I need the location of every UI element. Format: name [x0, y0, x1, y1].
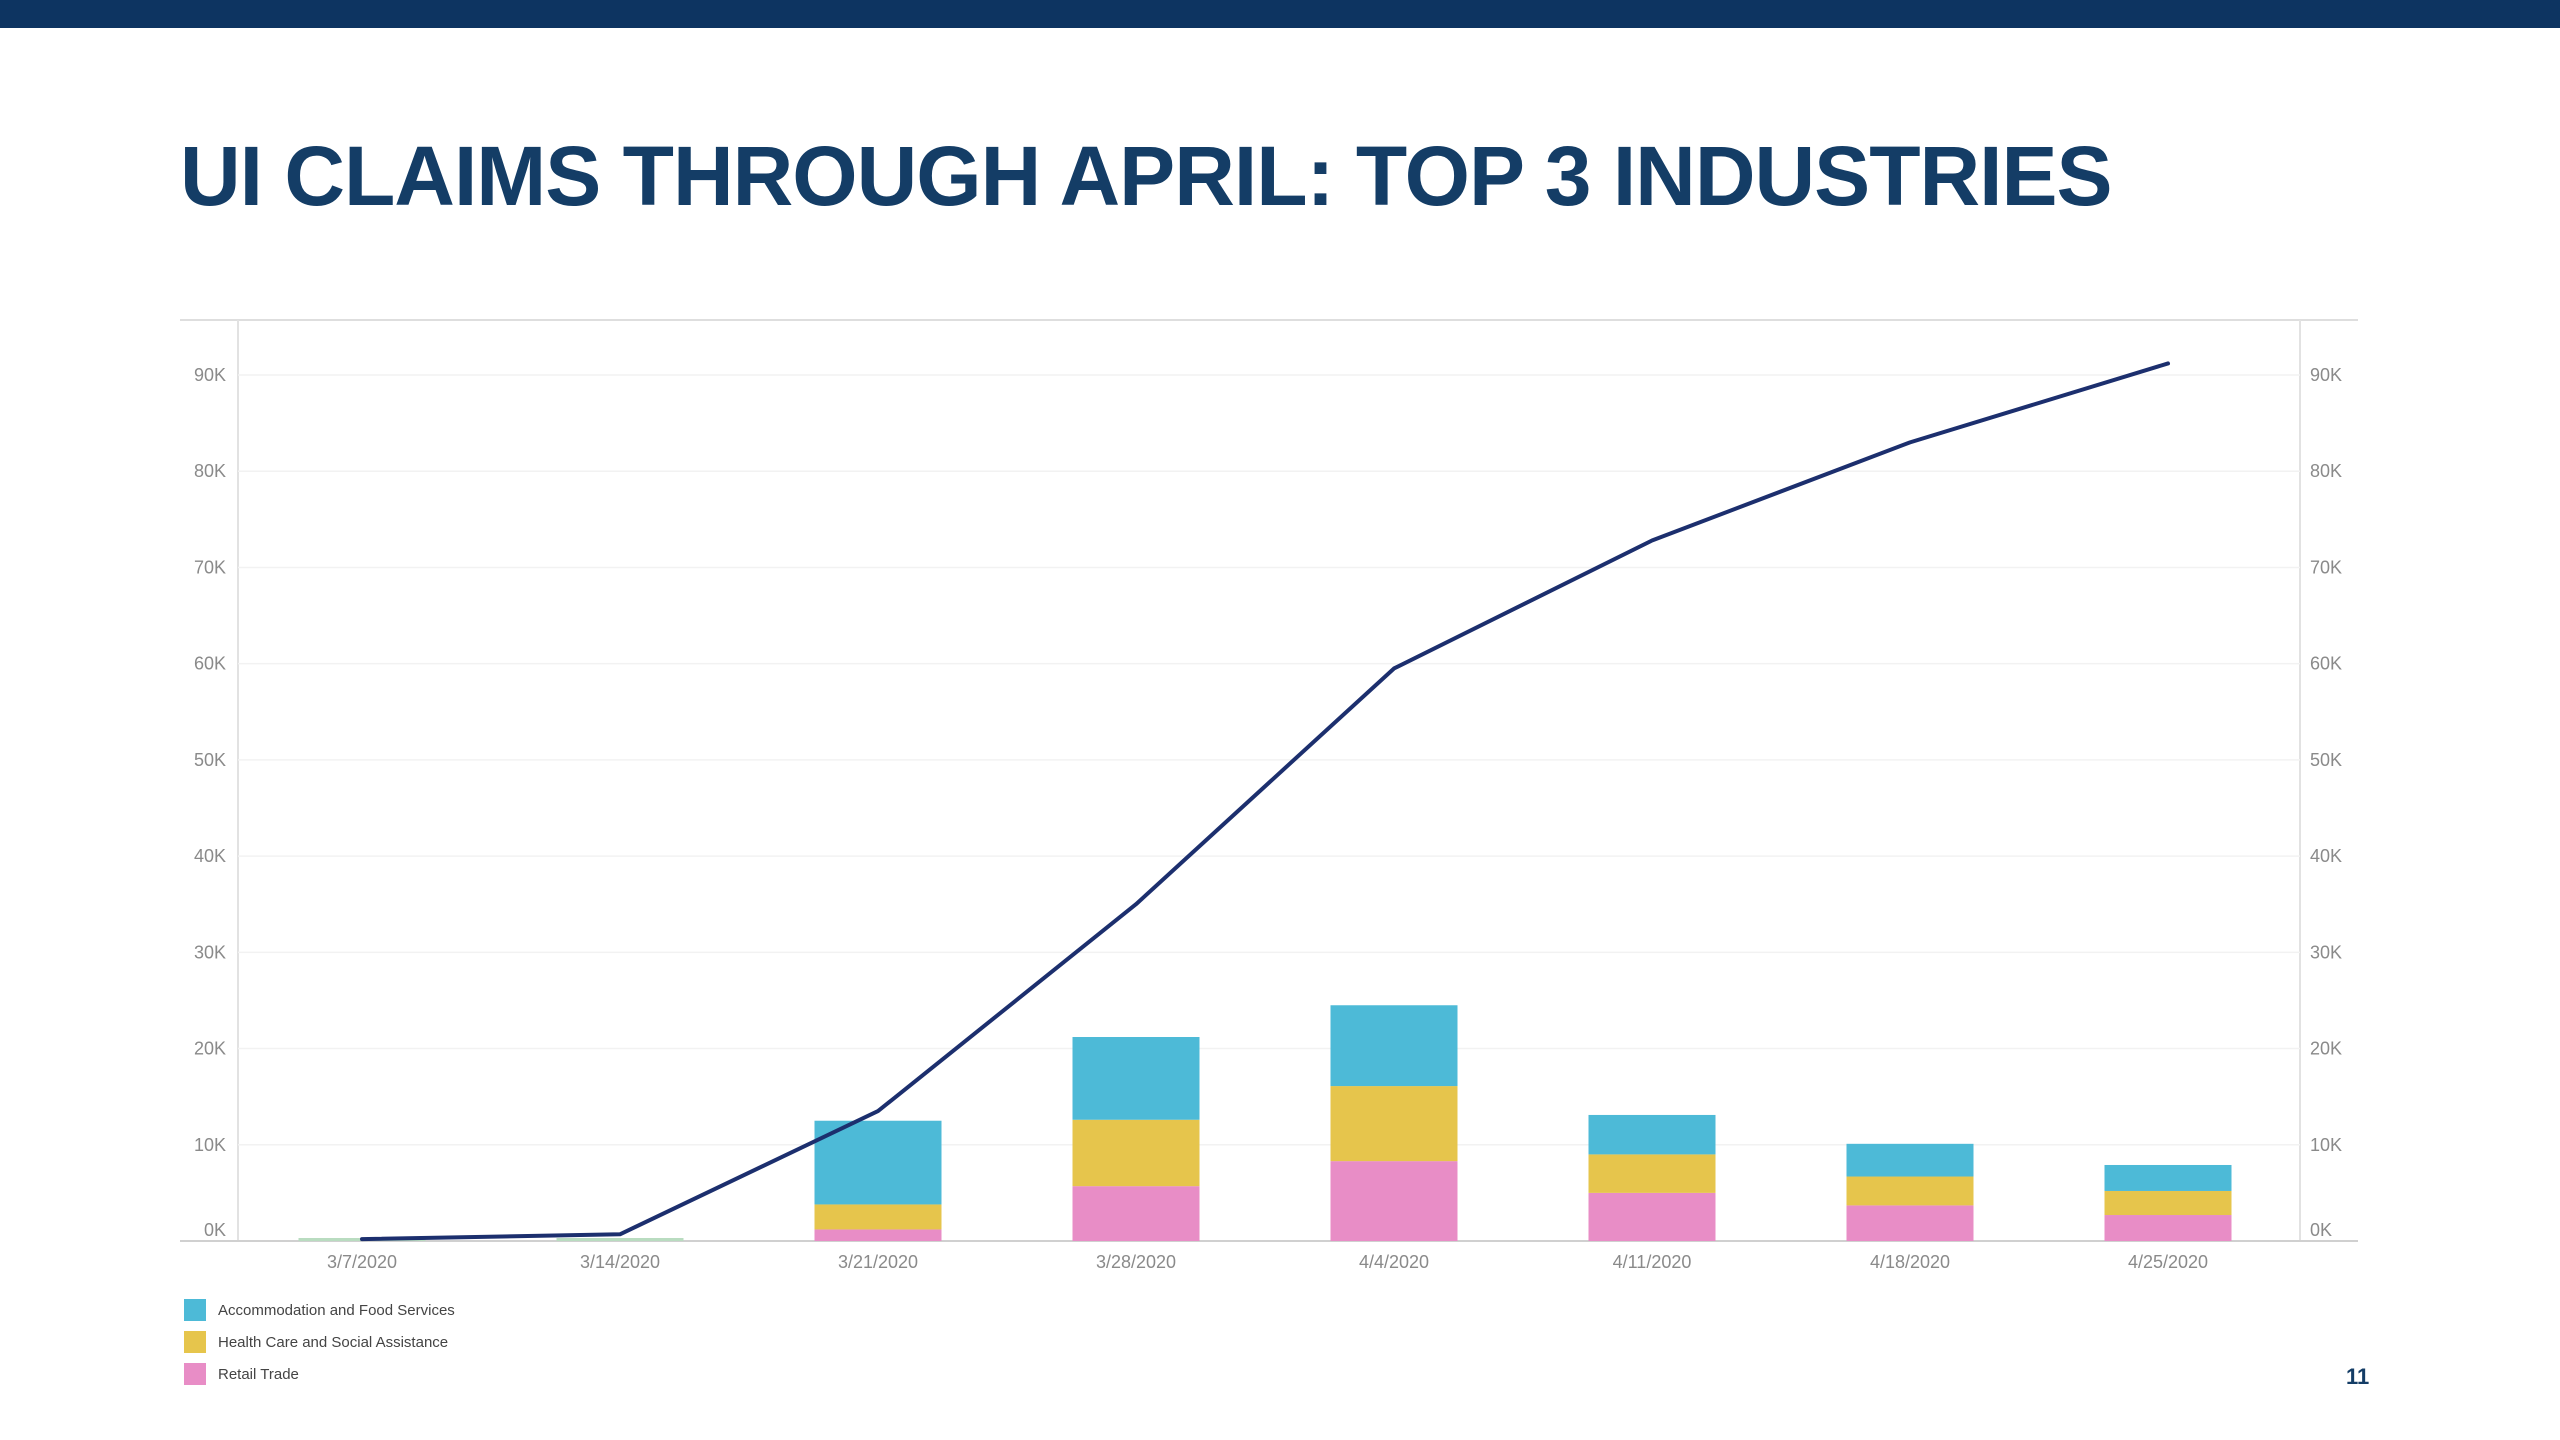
legend-item: Retail Trade: [184, 1358, 455, 1390]
bar-segment-accommodation-and-food-services: [1330, 1005, 1458, 1087]
x-tick-label: 4/18/2020: [1870, 1252, 1950, 1272]
bar-segment-accommodation-and-food-services: [1588, 1114, 1716, 1155]
x-tick-label: 4/11/2020: [1613, 1252, 1692, 1272]
top-accent-bar: [0, 0, 2560, 28]
bar-segment-health-care-and-social-assistance: [2104, 1190, 2232, 1216]
y-tick-label-left: 10K: [194, 1135, 226, 1155]
cumulative-claims-line: [360, 361, 2170, 1242]
y-tick-label-left: 80K: [194, 461, 226, 481]
x-tick-label: 3/7/2020: [327, 1252, 397, 1272]
chart-legend: Accommodation and Food Services Health Ca…: [184, 1294, 455, 1390]
x-tick-label: 3/21/2020: [838, 1252, 918, 1272]
bar-segment-retail-trade: [1846, 1205, 1974, 1241]
y-tick-label-right: 50K: [2310, 750, 2342, 770]
y-tick-label-right: 70K: [2310, 557, 2342, 577]
bar-segment-health-care-and-social-assistance: [1588, 1154, 1716, 1193]
x-tick-label: 3/14/2020: [580, 1252, 660, 1272]
y-tick-label-left: 0K: [204, 1220, 226, 1240]
bar-segment-accommodation-and-food-services: [1846, 1143, 1974, 1177]
y-tick-label-right: 40K: [2310, 846, 2342, 866]
y-tick-label-left: 40K: [194, 846, 226, 866]
bar-segment-retail-trade: [814, 1229, 942, 1241]
bar-segment-health-care-and-social-assistance: [1330, 1086, 1458, 1162]
legend-swatch: [184, 1299, 206, 1321]
bar-segment-retail-trade: [1072, 1186, 1200, 1241]
bar-segment-health-care-and-social-assistance: [1072, 1119, 1200, 1187]
y-tick-label-left: 50K: [194, 750, 226, 770]
bar-segment-retail-trade: [2104, 1215, 2232, 1241]
legend-item: Accommodation and Food Services: [184, 1294, 455, 1326]
y-tick-label-right: 90K: [2310, 365, 2342, 385]
y-tick-label-right: 30K: [2310, 942, 2342, 962]
y-tick-label-left: 90K: [194, 365, 226, 385]
bar-segment-retail-trade: [1588, 1192, 1716, 1241]
y-tick-label-right: 0K: [2310, 1220, 2332, 1240]
x-tick-label: 4/25/2020: [2128, 1252, 2208, 1272]
y-tick-label-right: 20K: [2310, 1039, 2342, 1059]
slide-title: UI CLAIMS THROUGH APRIL: TOP 3 INDUSTRIE…: [180, 129, 2113, 223]
bar-segment-accommodation-and-food-services: [556, 1238, 684, 1241]
page-number: 11: [2346, 1364, 2370, 1389]
y-tick-label-right: 10K: [2310, 1135, 2342, 1155]
y-tick-label-left: 60K: [194, 654, 226, 674]
y-tick-label-left: 30K: [194, 942, 226, 962]
x-tick-label: 4/4/2020: [1359, 1252, 1429, 1272]
legend-label: Accommodation and Food Services: [218, 1301, 455, 1319]
bar-segment-accommodation-and-food-services: [2104, 1164, 2232, 1191]
y-tick-label-left: 20K: [194, 1039, 226, 1059]
bar-segment-accommodation-and-food-services: [1072, 1037, 1200, 1120]
bar-segment-health-care-and-social-assistance: [814, 1204, 942, 1230]
legend-label: Health Care and Social Assistance: [218, 1333, 449, 1351]
bar-segment-accommodation-and-food-services: [814, 1120, 942, 1205]
x-tick-label: 3/28/2020: [1096, 1252, 1176, 1272]
legend-swatch: [184, 1363, 206, 1385]
y-tick-label-right: 60K: [2310, 654, 2342, 674]
legend-item: Health Care and Social Assistance: [184, 1326, 455, 1358]
legend-swatch: [184, 1331, 206, 1353]
bar-segment-health-care-and-social-assistance: [1846, 1176, 1974, 1206]
bar-segment-retail-trade: [1330, 1161, 1458, 1241]
y-tick-label-left: 70K: [194, 557, 226, 577]
y-tick-label-right: 80K: [2310, 461, 2342, 481]
legend-label: Retail Trade: [218, 1365, 299, 1383]
